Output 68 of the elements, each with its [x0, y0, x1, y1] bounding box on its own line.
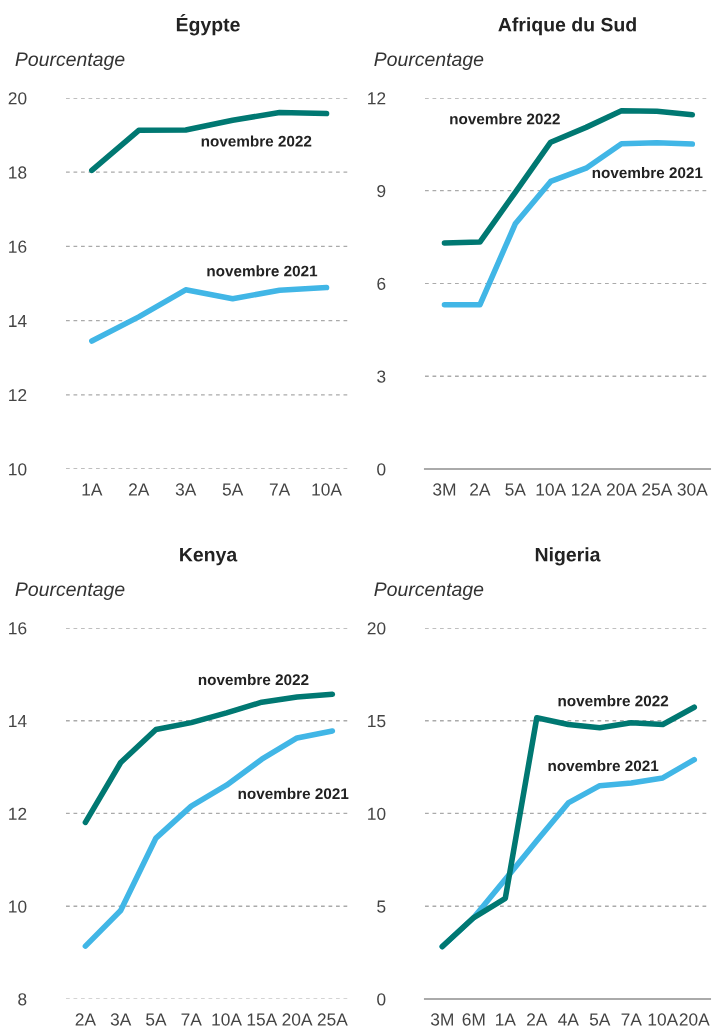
y-tick-label: 20 — [367, 622, 386, 635]
y-tick-label: 16 — [9, 622, 27, 635]
x-tick-label: 2A — [75, 1013, 96, 1026]
x-tick-label: 4A — [558, 1013, 579, 1026]
y-tick-label: 18 — [9, 166, 27, 179]
x-tick-label: 7A — [181, 1013, 202, 1026]
x-tick-label: 30A — [677, 483, 708, 496]
y-axis-title: Pourcentage — [15, 582, 125, 600]
x-tick-label: 10A — [312, 483, 342, 496]
x-tick-label: 2A — [470, 483, 491, 496]
x-tick-label: 15A — [247, 1013, 278, 1026]
x-tick-label: 1A — [496, 1013, 516, 1026]
x-tick-label: 3M — [430, 1013, 453, 1026]
y-tick-label: 6 — [377, 277, 386, 290]
x-tick-label: 10A — [648, 1013, 679, 1026]
x-tick-label: 5A — [589, 1013, 611, 1026]
x-tick-label: 3A — [110, 1013, 132, 1026]
x-tick-label: 20A — [282, 1013, 313, 1026]
y-tick-label: 10 — [9, 900, 27, 913]
x-tick-label: 1A — [82, 483, 103, 496]
y-tick-label: 9 — [377, 184, 386, 198]
y-tick-label: 20 — [8, 92, 27, 105]
series-label: novembre 2022 — [558, 695, 669, 707]
x-tick-label: 5A — [146, 1013, 167, 1026]
x-tick-label: 12A — [571, 483, 602, 496]
x-tick-label: 6M — [462, 1013, 485, 1026]
series-label: novembre 2022 — [198, 673, 309, 686]
y-tick-label: 0 — [377, 463, 386, 476]
x-tick-label: 3A — [175, 483, 197, 496]
series-label: novembre 2021 — [592, 166, 703, 179]
y-tick-label: 15 — [368, 715, 386, 728]
series-label: novembre 2021 — [548, 760, 659, 772]
y-tick-label: 0 — [377, 993, 386, 1006]
series-label: novembre 2022 — [201, 135, 312, 147]
y-tick-label: 10 — [9, 463, 27, 476]
series-label: novembre 2021 — [238, 787, 349, 800]
x-tick-label: 3M — [433, 483, 456, 496]
y-axis-title: Pourcentage — [15, 52, 125, 70]
x-tick-label: 20A — [606, 483, 637, 496]
x-tick-label: 25A — [642, 483, 673, 496]
x-tick-label: 25A — [317, 1013, 348, 1026]
series-label: novembre 2022 — [450, 113, 560, 125]
chart-title: Égypte — [176, 14, 240, 36]
x-tick-label: 10A — [212, 1013, 242, 1026]
x-tick-label: 7A — [269, 483, 291, 496]
y-tick-label: 14 — [9, 314, 27, 327]
x-tick-label: 2A — [527, 1013, 548, 1026]
y-axis-title: Pourcentage — [374, 52, 484, 70]
y-tick-label: 3 — [377, 370, 386, 383]
y-tick-label: 10 — [368, 807, 386, 820]
x-tick-label: 2A — [129, 483, 150, 496]
y-tick-label: 16 — [9, 240, 27, 253]
y-tick-label: 12 — [9, 388, 27, 402]
chart-title: Nigeria — [535, 547, 601, 566]
y-tick-label: 14 — [9, 715, 27, 728]
x-tick-label: 7A — [621, 1013, 642, 1026]
y-tick-label: 12 — [9, 807, 27, 820]
x-tick-label: 5A — [222, 483, 244, 496]
x-tick-label: 10A — [536, 483, 567, 496]
series-label: novembre 2021 — [207, 265, 318, 277]
y-tick-label: 8 — [18, 993, 27, 1006]
y-axis-title: Pourcentage — [374, 582, 484, 600]
y-tick-label: 5 — [377, 900, 386, 913]
y-tick-label: 12 — [368, 92, 386, 105]
x-tick-label: 20A — [679, 1013, 710, 1026]
chart-title: Afrique du Sud — [498, 17, 636, 36]
x-tick-label: 5A — [505, 483, 526, 496]
chart-title: Kenya — [180, 547, 238, 566]
